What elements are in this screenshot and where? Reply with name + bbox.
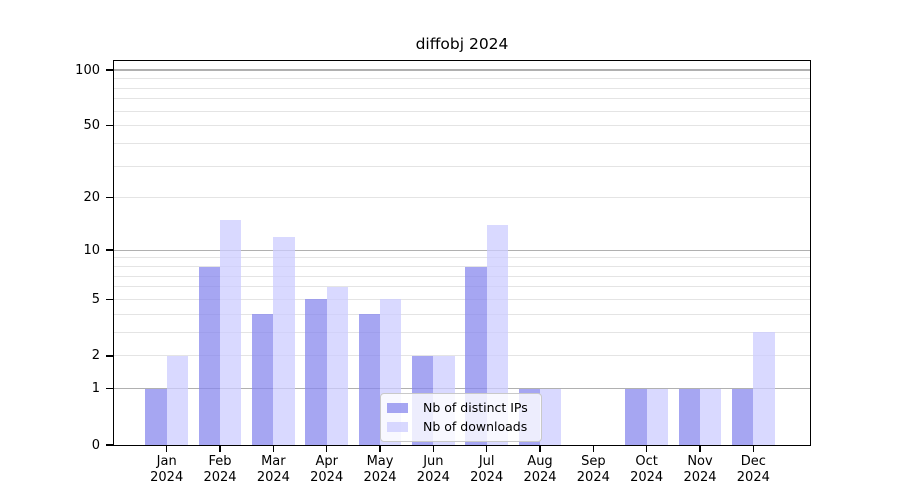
- x-tick-mark: [379, 446, 381, 452]
- legend-swatch-downloads-icon: [387, 422, 408, 432]
- x-tick-label: Aug 2024: [523, 454, 557, 485]
- gridline-minor: [114, 87, 810, 89]
- gridline-minor: [114, 331, 810, 333]
- bar-jul-downloads: [486, 225, 508, 445]
- bar-jan-ips: [145, 388, 167, 445]
- x-tick-label: Dec 2024: [736, 454, 770, 485]
- x-tick-mark: [219, 446, 221, 452]
- x-tick-mark: [645, 446, 648, 452]
- y-tick-label: 5: [91, 291, 100, 307]
- x-tick-mark: [539, 446, 541, 452]
- y-tick-label: 10: [83, 242, 100, 258]
- x-tick-mark: [165, 446, 168, 452]
- y-tick-mark: [106, 69, 114, 71]
- gridline-minor: [114, 142, 810, 144]
- bar-apr-downloads: [326, 286, 349, 445]
- bar-feb-downloads: [220, 219, 242, 445]
- legend-item-downloads: Nb of downloads: [387, 419, 531, 434]
- y-tick-mark: [106, 124, 114, 127]
- y-tick-label: 0: [91, 437, 100, 453]
- gridline-minor: [114, 313, 810, 315]
- x-tick-label: May 2024: [363, 454, 397, 485]
- legend-item-distinct-ips: Nb of distinct IPs: [387, 400, 531, 415]
- y-tick-mark: [106, 355, 114, 357]
- y-tick-mark: [106, 387, 114, 390]
- gridline-major: [114, 388, 810, 390]
- legend-swatch-ips-icon: [387, 403, 408, 413]
- legend-label-downloads: Nb of downloads: [423, 419, 528, 434]
- y-tick-label: 100: [75, 62, 100, 78]
- bar-oct-ips: [625, 388, 647, 445]
- x-tick-label: Jan 2024: [150, 454, 184, 485]
- gridline-minor: [114, 78, 810, 80]
- bar-nov-ips: [678, 388, 700, 445]
- x-tick-label: Feb 2024: [203, 454, 237, 485]
- bar-oct-downloads: [646, 388, 668, 445]
- gridline-minor: [114, 266, 810, 268]
- gridline-minor: [114, 110, 810, 112]
- y-tick-mark: [106, 298, 114, 301]
- gridline-minor: [114, 98, 810, 100]
- x-tick-mark: [752, 446, 755, 452]
- x-tick-mark: [592, 446, 595, 452]
- x-tick-mark: [432, 446, 435, 452]
- gridline-major: [114, 249, 810, 251]
- bar-jan-downloads: [166, 355, 189, 445]
- y-tick-mark: [106, 249, 114, 251]
- x-tick-mark: [485, 446, 488, 452]
- x-tick-label: Oct 2024: [630, 454, 664, 485]
- legend: Nb of distinct IPs Nb of downloads: [380, 393, 542, 442]
- bar-feb-ips: [198, 266, 221, 445]
- gridline-minor: [114, 355, 810, 357]
- x-tick-label: Apr 2024: [310, 454, 344, 485]
- y-tick-mark: [106, 196, 114, 199]
- bar-mar-ips: [252, 314, 274, 445]
- x-tick-label: Mar 2024: [256, 454, 290, 485]
- gridline-minor: [114, 286, 810, 288]
- bar-may-ips: [358, 314, 381, 445]
- x-tick-label: Jul 2024: [470, 454, 504, 485]
- y-tick-mark: [106, 444, 114, 446]
- x-tick-label: Jun 2024: [416, 454, 450, 485]
- bar-aug-downloads: [540, 388, 562, 445]
- gridline-major: [114, 69, 810, 71]
- chart-title: diffobj 2024: [415, 35, 509, 53]
- x-tick-label: Nov 2024: [683, 454, 717, 485]
- bar-apr-ips: [305, 299, 327, 445]
- x-tick-mark: [272, 446, 275, 452]
- bar-dec-downloads: [753, 332, 775, 445]
- bar-mar-downloads: [273, 236, 295, 445]
- gridline-minor: [114, 275, 810, 277]
- bar-dec-ips: [732, 388, 754, 445]
- y-tick-label: 2: [91, 348, 100, 364]
- x-tick-mark: [325, 446, 328, 452]
- gridline-minor: [114, 197, 810, 199]
- y-tick-label: 1: [91, 381, 100, 397]
- bar-nov-downloads: [700, 388, 722, 445]
- gridline-minor: [114, 165, 810, 167]
- gridline-minor: [114, 125, 810, 127]
- legend-label-ips: Nb of distinct IPs: [423, 400, 528, 415]
- gridline-minor: [114, 257, 810, 259]
- gridline-minor: [114, 298, 810, 300]
- x-tick-label: Sep 2024: [576, 454, 610, 485]
- y-tick-label: 20: [83, 190, 100, 206]
- y-tick-label: 50: [83, 118, 100, 134]
- x-tick-mark: [699, 446, 701, 452]
